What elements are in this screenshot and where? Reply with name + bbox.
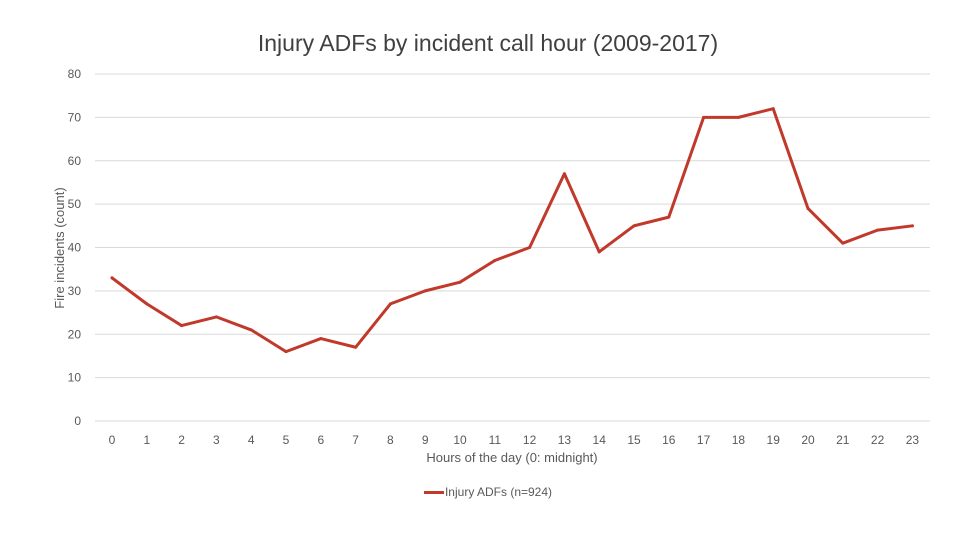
x-tick-label: 22 bbox=[871, 433, 885, 447]
x-tick-label: 14 bbox=[593, 433, 607, 447]
data-point bbox=[354, 345, 358, 349]
x-tick-label: 23 bbox=[906, 433, 920, 447]
legend-label: Injury ADFs (n=924) bbox=[444, 485, 553, 499]
y-tick-label: 40 bbox=[68, 241, 82, 255]
x-axis-label: Hours of the day (0: midnight) bbox=[426, 450, 597, 465]
x-tick-label: 13 bbox=[558, 433, 572, 447]
x-tick-label: 3 bbox=[213, 433, 220, 447]
y-axis-ticks: 0 10 20 30 40 50 60 70 80 bbox=[68, 67, 82, 428]
data-point bbox=[110, 276, 114, 280]
legend: Injury ADFs (n=924) bbox=[0, 485, 960, 499]
y-tick-label: 0 bbox=[74, 414, 81, 428]
data-point bbox=[423, 289, 427, 293]
data-point bbox=[562, 172, 566, 176]
x-tick-label: 4 bbox=[248, 433, 255, 447]
data-point bbox=[806, 206, 810, 210]
data-point bbox=[249, 328, 253, 332]
data-point bbox=[319, 337, 323, 341]
x-tick-label: 16 bbox=[662, 433, 676, 447]
x-tick-label: 11 bbox=[489, 433, 502, 447]
data-point bbox=[702, 115, 706, 119]
data-point bbox=[493, 259, 497, 263]
y-tick-label: 30 bbox=[68, 284, 82, 298]
x-tick-label: 12 bbox=[523, 433, 537, 447]
x-tick-label: 8 bbox=[387, 433, 394, 447]
data-point bbox=[284, 350, 288, 354]
y-tick-label: 80 bbox=[68, 67, 82, 81]
y-tick-label: 60 bbox=[68, 154, 82, 168]
x-tick-label: 2 bbox=[178, 433, 185, 447]
x-tick-label: 10 bbox=[453, 433, 467, 447]
series-lines bbox=[110, 107, 914, 354]
x-tick-label: 18 bbox=[732, 433, 746, 447]
x-tick-label: 19 bbox=[767, 433, 781, 447]
x-axis-ticks: 0 1 2 3 4 5 6 7 8 9 10 11 12 13 14 15 16 17 18 19 20 21 22 23 bbox=[109, 433, 920, 447]
data-point bbox=[632, 224, 636, 228]
data-point bbox=[876, 228, 880, 232]
x-tick-label: 6 bbox=[317, 433, 324, 447]
data-point bbox=[458, 280, 462, 284]
x-tick-label: 7 bbox=[352, 433, 359, 447]
data-point bbox=[771, 107, 775, 111]
data-point bbox=[597, 250, 601, 254]
y-tick-label: 20 bbox=[68, 327, 82, 341]
x-tick-label: 5 bbox=[283, 433, 290, 447]
y-tick-label: 70 bbox=[68, 110, 82, 124]
y-tick-label: 50 bbox=[68, 197, 82, 211]
data-point bbox=[841, 241, 845, 245]
x-tick-label: 17 bbox=[697, 433, 711, 447]
data-point bbox=[528, 246, 532, 249]
chart-title: Injury ADFs by incident call hour (2009-… bbox=[257, 30, 719, 56]
data-point bbox=[910, 224, 914, 228]
legend-swatch bbox=[423, 490, 444, 494]
x-tick-label: 1 bbox=[143, 433, 150, 447]
y-axis-label: Fire incidents (count) bbox=[52, 187, 67, 308]
x-tick-label: 9 bbox=[422, 433, 429, 447]
data-point bbox=[388, 302, 392, 306]
x-tick-label: 15 bbox=[627, 433, 641, 447]
series-line bbox=[110, 107, 914, 354]
data-point bbox=[214, 315, 218, 319]
data-point bbox=[145, 302, 149, 306]
data-point bbox=[736, 115, 740, 119]
x-tick-label: 21 bbox=[836, 433, 850, 447]
gridlines bbox=[95, 73, 930, 422]
x-tick-label: 0 bbox=[109, 433, 116, 447]
data-point bbox=[180, 324, 184, 328]
y-tick-label: 10 bbox=[68, 371, 82, 385]
x-tick-label: 20 bbox=[801, 433, 815, 447]
data-point bbox=[667, 215, 671, 219]
